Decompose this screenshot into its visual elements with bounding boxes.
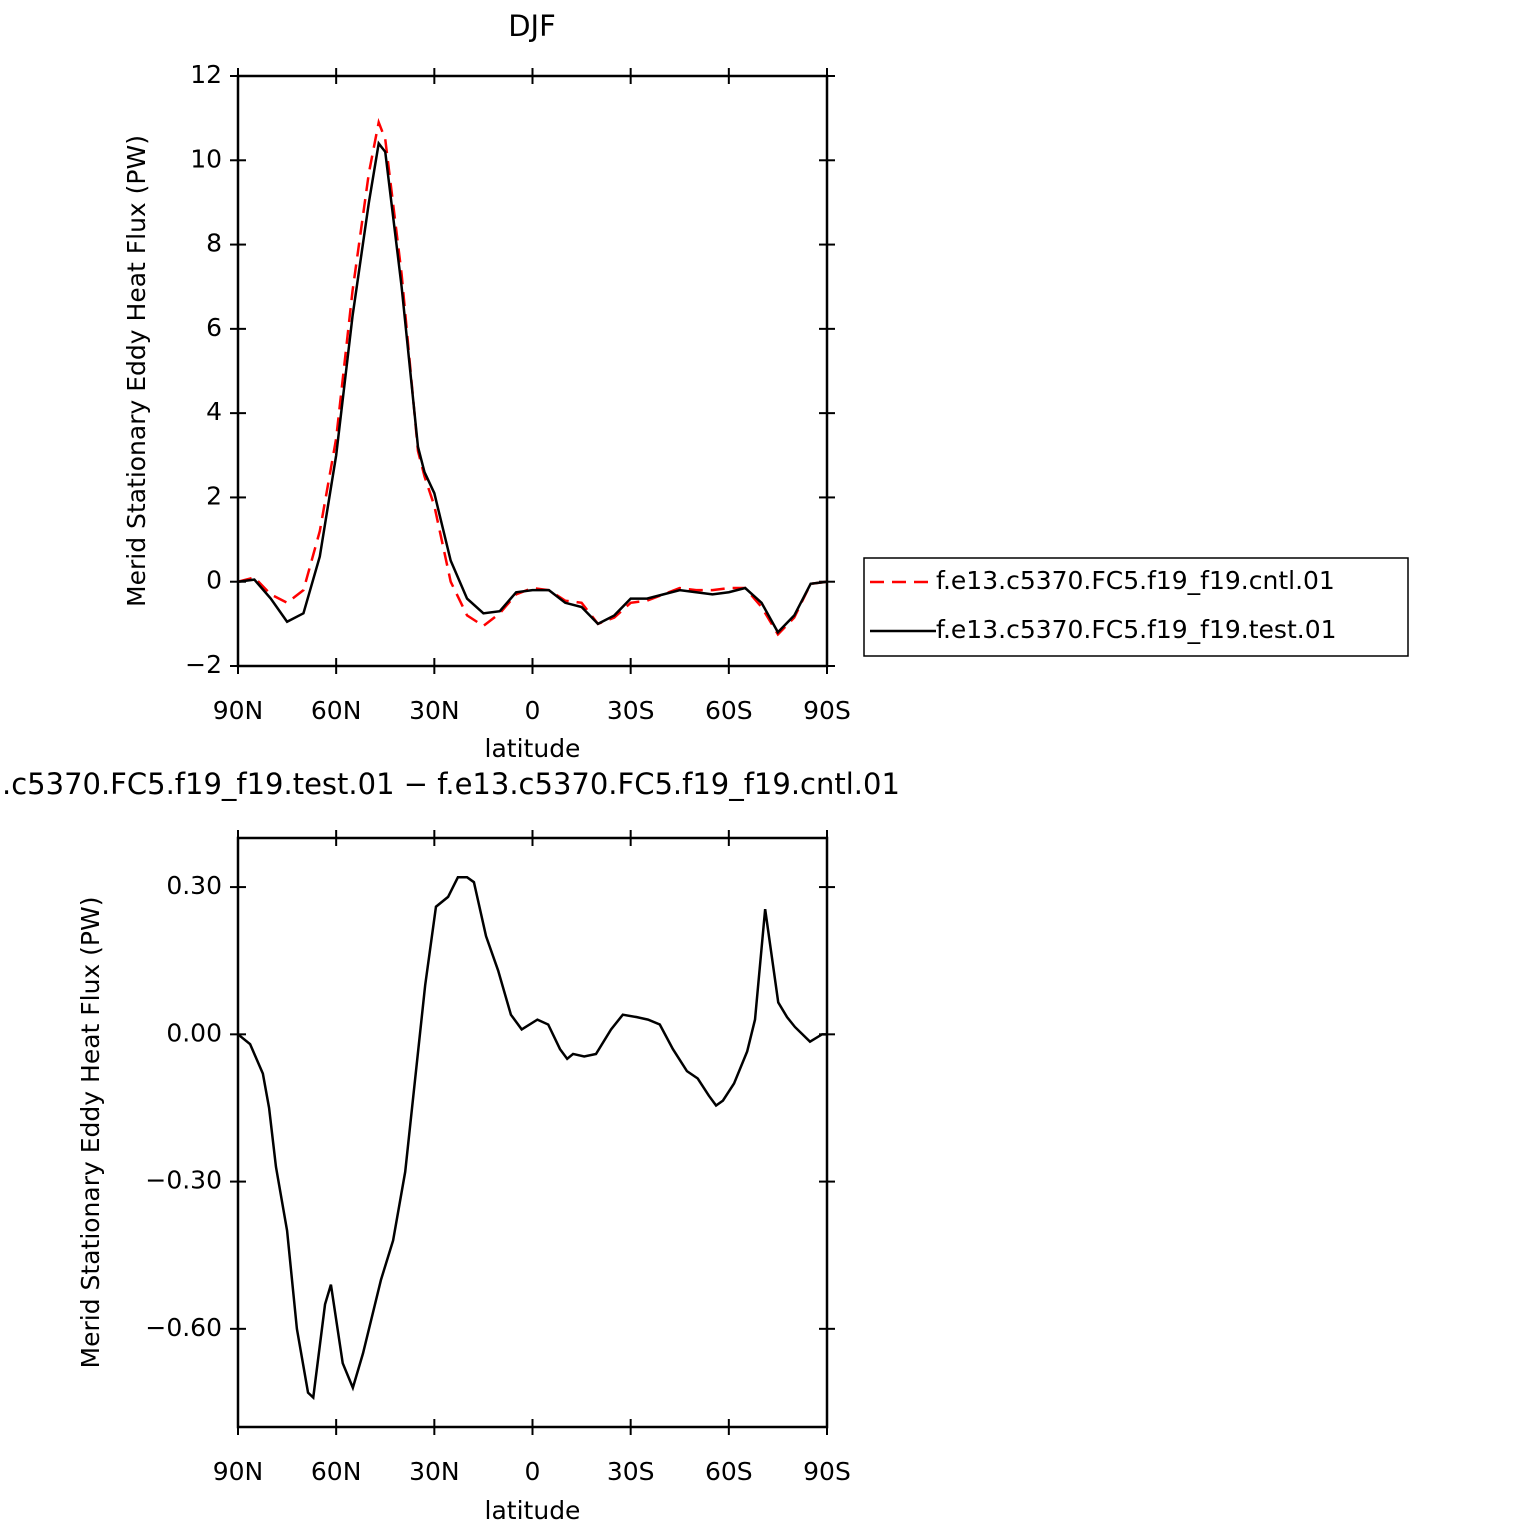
x-tick-label: 90N: [213, 1457, 264, 1486]
y-tick-label: −2: [185, 650, 222, 679]
y-tick-label: 0.00: [166, 1018, 222, 1047]
x-tick-label: 90N: [213, 696, 264, 725]
x-tick-label: 30N: [409, 696, 460, 725]
chart-title: .c5370.FC5.f19_f19.test.01 − f.e13.c5370…: [2, 767, 900, 801]
x-tick-label: 0: [525, 696, 541, 725]
y-tick-label: 10: [190, 144, 222, 173]
y-tick-label: −0.30: [145, 1166, 222, 1195]
y-tick-label: 0: [206, 566, 222, 595]
y-tick-label: 6: [206, 313, 222, 342]
y-tick-label: −0.60: [145, 1313, 222, 1342]
x-tick-label: 60S: [705, 696, 753, 725]
x-tick-label: 60N: [311, 696, 362, 725]
y-axis-label: Merid Stationary Eddy Heat Flux (PW): [76, 897, 105, 1369]
chart-title: DJF: [508, 9, 556, 43]
x-tick-label: 0: [525, 1457, 541, 1486]
data-line: [237, 140, 828, 635]
y-tick-label: 8: [206, 229, 222, 258]
legend-box: [863, 557, 1409, 657]
plot-frame: [236, 836, 829, 1429]
y-tick-label: 12: [190, 60, 222, 89]
data-line: [237, 876, 827, 1401]
x-tick-label: 60S: [705, 1457, 753, 1486]
y-axis-label: Merid Stationary Eddy Heat Flux (PW): [122, 135, 151, 607]
plot-frame: [236, 74, 829, 668]
legend-label: f.e13.c5370.FC5.f19_f19.test.01: [936, 615, 1337, 644]
x-tick-label: 90S: [803, 696, 851, 725]
y-tick-label: 4: [206, 397, 222, 426]
data-line: [237, 117, 828, 637]
y-tick-label: 0.30: [166, 871, 222, 900]
x-tick-label: 30S: [607, 696, 655, 725]
x-axis-label: latitude: [485, 1496, 581, 1525]
legend-label: f.e13.c5370.FC5.f19_f19.cntl.01: [936, 566, 1335, 595]
x-tick-label: 60N: [311, 1457, 362, 1486]
y-tick-label: 2: [206, 481, 222, 510]
x-tick-label: 90S: [803, 1457, 851, 1486]
x-tick-label: 30S: [607, 1457, 655, 1486]
x-tick-label: 30N: [409, 1457, 460, 1486]
x-axis-label: latitude: [485, 734, 581, 763]
